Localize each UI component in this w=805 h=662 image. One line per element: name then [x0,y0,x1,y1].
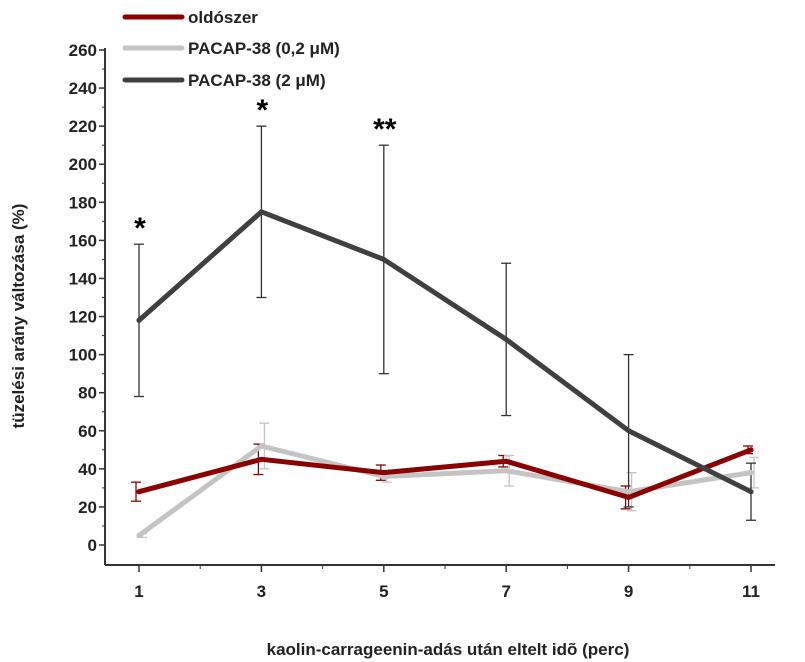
data-point [258,443,264,449]
data-point [503,458,509,464]
y-tick-label: 40 [78,460,97,479]
data-point [136,317,142,323]
legend-label: PACAP-38 (0,2 μM) [188,39,340,58]
y-tick-label: 100 [69,346,97,365]
x-axis-title: kaolin-carrageenin-adás után eltelt idõ … [267,640,630,659]
error-bar [131,481,141,502]
y-tick-label: 160 [69,231,97,250]
legend-item: oldószer [122,8,258,27]
significance-annotations: **** [134,94,397,245]
series-line [136,443,754,538]
data-point [258,209,264,215]
significance-marker: * [257,94,269,127]
y-tick-label: 80 [78,384,97,403]
y-tick-label: 60 [78,422,97,441]
data-point [626,489,632,495]
data-point [748,489,754,495]
series-line [136,447,754,500]
data-point [136,489,142,495]
data-point [626,428,632,434]
y-tick-label: 260 [69,41,97,60]
y-tick-label: 20 [78,498,97,517]
data-point [748,447,754,453]
y-tick-label: 200 [69,155,97,174]
data-point [381,473,387,479]
significance-marker: * [134,212,146,245]
y-tick-label: 120 [69,308,97,327]
data-point [503,336,509,342]
legend-item: PACAP-38 (0,2 μM) [122,39,340,58]
legend: oldószer PACAP-38 (0,2 μM) PACAP-38 (2 μM) [122,8,340,90]
legend-item: PACAP-38 (2 μM) [122,71,326,90]
data-point [136,532,142,538]
x-tick-label: 3 [257,582,266,601]
data-point [748,470,754,476]
y-axis-title: tüzelési arány változása (%) [9,204,28,429]
y-tick-label: 240 [69,79,97,98]
data-point [503,468,509,474]
data-point [626,494,632,500]
x-tick-label: 7 [501,582,510,601]
series-lines [136,209,754,538]
x-tick-label: 9 [624,582,633,601]
y-tick-label: 0 [88,536,97,555]
x-tick-label: 1 [134,582,143,601]
legend-label: oldószer [188,8,258,27]
x-tick-label: 5 [379,582,388,601]
significance-marker: ** [373,113,397,146]
series-line [136,209,754,495]
axes: 0 20 40 60 80 100 120 140 160 180 200 220 240 260 1 3 5 7… [69,41,775,601]
legend-label: PACAP-38 (2 μM) [188,71,326,90]
data-point [381,470,387,476]
y-tick-label: 220 [69,117,97,136]
data-point [381,256,387,262]
y-tick-label: 140 [69,269,97,288]
x-tick-label: 11 [742,582,760,601]
data-point [258,456,264,462]
y-tick-label: 180 [69,193,97,212]
